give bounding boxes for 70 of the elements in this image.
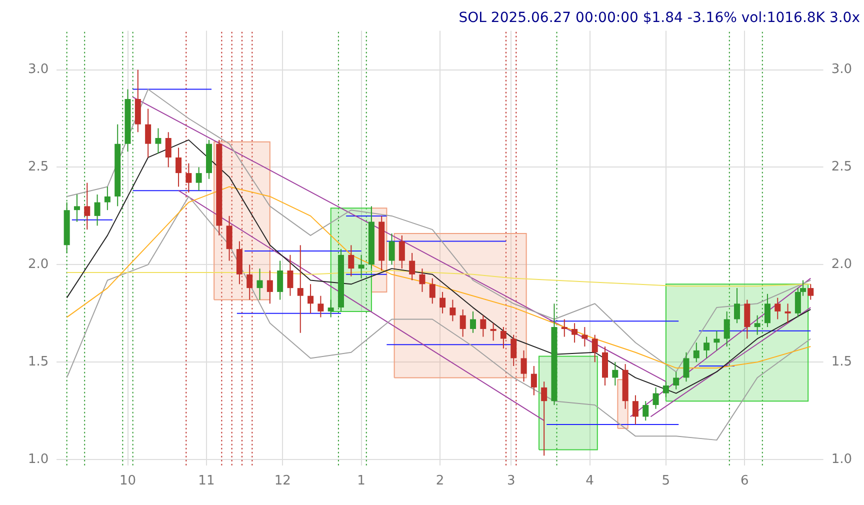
candlestick (683, 352, 690, 382)
candlestick (440, 291, 446, 314)
candlestick (165, 132, 172, 168)
candlestick (104, 186, 110, 211)
x-tick-label: 12 (274, 474, 291, 489)
y-tick-label: 2.0 (28, 257, 49, 272)
y2-tick-label: 2.5 (831, 160, 852, 175)
y2-tick-label: 3.0 (831, 62, 852, 78)
candlestick (774, 297, 781, 320)
candlestick (450, 299, 456, 322)
candlestick (388, 232, 395, 266)
candlestick (348, 244, 354, 277)
candlestick (704, 336, 710, 359)
x-tick-label: 10 (119, 474, 136, 489)
candlestick (673, 371, 680, 390)
y-tick-label: 1.5 (28, 354, 49, 370)
x-tick-label: 1 (357, 474, 366, 489)
candlestick (662, 381, 669, 398)
candlestick (84, 182, 90, 230)
candlestick (490, 322, 496, 342)
candlestick (744, 299, 750, 340)
candlestick (520, 350, 527, 382)
candlestick (145, 108, 152, 158)
candlestick (328, 299, 334, 318)
candlestick (480, 314, 486, 338)
candlestick (155, 128, 162, 154)
chart-title: SOL 2025.06.27 00:00:00 $1.84 -3.16% vol:1016.8K 3.0x (458, 10, 860, 26)
candlestick (277, 260, 284, 300)
x-tick-label: 3 (506, 474, 516, 489)
candlestick (572, 322, 578, 344)
candlestick (632, 394, 638, 425)
candlestick (530, 366, 537, 396)
candlestick (561, 318, 568, 338)
y2-tick-label: 1.5 (831, 354, 852, 370)
y-tick-label: 1.0 (28, 452, 49, 467)
y2-tick-label: 1.0 (831, 452, 852, 467)
candlestick (693, 342, 700, 363)
candlestick (784, 303, 791, 324)
candlestick (176, 147, 182, 188)
candlestick (398, 234, 405, 270)
candlestick (652, 386, 659, 410)
candlestick (266, 270, 273, 304)
candlestick (541, 381, 548, 456)
candlestick (734, 288, 740, 324)
candlestick (287, 254, 294, 296)
x-tick-label: 5 (662, 474, 670, 489)
candlestick (808, 284, 814, 300)
candlestick (592, 334, 598, 363)
x-tick-label: 2 (436, 474, 444, 489)
candlestick (256, 268, 263, 300)
candlestick (642, 400, 649, 422)
candlestick (470, 310, 476, 334)
candlestick (74, 194, 80, 222)
candlestick (419, 268, 426, 292)
candlestick (460, 308, 466, 338)
y-tick-label: 2.5 (28, 160, 49, 175)
candlestick (196, 166, 202, 192)
x-tick-label: 6 (740, 474, 749, 489)
candlestick (429, 278, 436, 304)
candlestick (94, 194, 100, 226)
y-tick-label: 3.0 (28, 62, 49, 78)
candlestick (714, 330, 720, 351)
x-tick-label: 4 (586, 474, 594, 489)
candlestick (409, 252, 416, 281)
candlestick (297, 244, 304, 334)
x-tick-label: 11 (198, 474, 215, 489)
candlestick (612, 362, 618, 386)
candlestick (308, 284, 314, 314)
candlestick (318, 295, 324, 318)
y2-tick-label: 2.0 (831, 257, 852, 272)
